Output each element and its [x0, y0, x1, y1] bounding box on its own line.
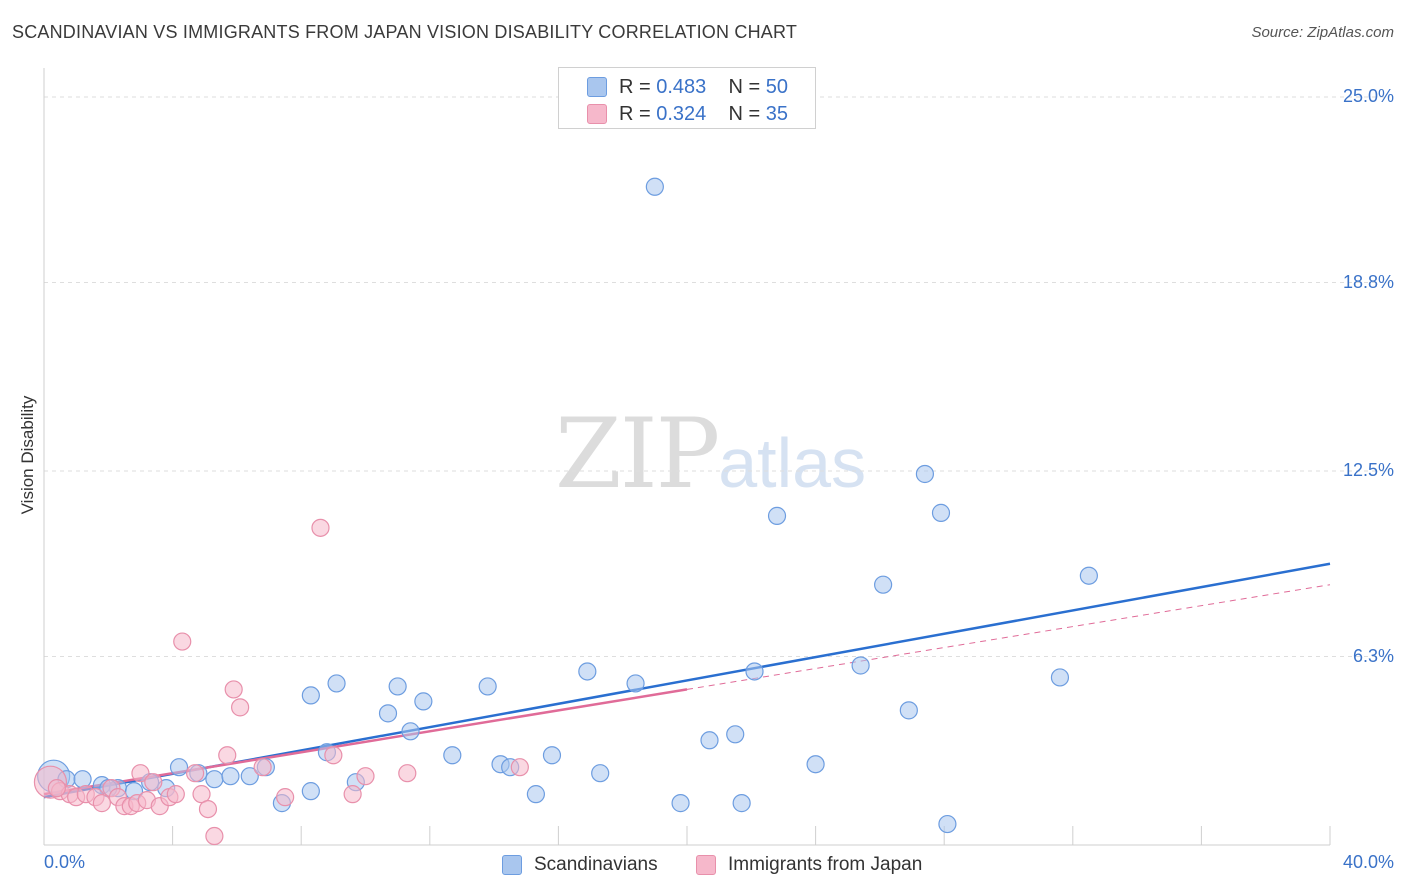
y-tick-label: 6.3% [1352, 645, 1394, 666]
japan-point [218, 746, 237, 765]
y-tick-label: 18.8% [1342, 271, 1394, 292]
scandinavians-point [414, 692, 433, 711]
scandinavians-point [1079, 566, 1098, 585]
scandinavians-point [526, 785, 545, 804]
y-axis-title: Vision Disability [18, 395, 37, 515]
scandinavians-point [221, 767, 240, 786]
japan-point [47, 779, 66, 798]
scandinavians-point [478, 677, 497, 696]
swatch-scandinavians [587, 77, 607, 97]
scandinavians-point [915, 464, 935, 484]
r-label: R = [619, 76, 651, 98]
scandinavians-point [73, 770, 92, 789]
chart-title: SCANDINAVIAN VS IMMIGRANTS FROM JAPAN VI… [12, 22, 798, 42]
japan-point [224, 680, 243, 699]
points-layer [33, 177, 1098, 846]
n-value: 35 [765, 103, 789, 125]
scandinavians-point [645, 177, 664, 196]
japan-point [198, 799, 218, 819]
y-tick-label: 25.0% [1342, 86, 1394, 106]
legend-label: Immigrants from Japan [728, 854, 923, 875]
r-value: 0.483 [656, 76, 707, 98]
source-label: Source: ZipAtlas.com [1251, 24, 1394, 41]
scandinavians-point [205, 770, 224, 789]
x-tick-label-left: 0.0% [44, 852, 86, 872]
scandinavians-point [443, 746, 462, 765]
scandinavians-point [700, 731, 719, 750]
japan-trendline-extension [686, 584, 1331, 690]
japan-point [92, 794, 111, 813]
legend-item-scandinavians[interactable]: Scandinavians [502, 852, 658, 878]
y-tick-label: 12.5% [1342, 460, 1394, 480]
scandinavians-point [401, 722, 420, 741]
japan-point [173, 632, 192, 651]
scandinavians-point [327, 674, 346, 693]
scandinavians-point [542, 746, 562, 765]
watermark-zip: ZIP [555, 398, 720, 510]
scandinavians-point [874, 575, 893, 594]
japan-point [131, 764, 150, 783]
japan-point [231, 698, 250, 717]
japan-point [144, 773, 163, 792]
scandinavians-point [732, 794, 751, 813]
scandinavians-point [388, 677, 407, 696]
axis-layer [43, 68, 1331, 846]
japan-point [356, 767, 375, 786]
grid-layer [44, 96, 1390, 658]
trend-layer [43, 562, 1331, 799]
japan-point [192, 785, 211, 804]
japan-point [186, 764, 205, 783]
scandinavians-point [240, 767, 259, 786]
watermark: ZIPatlas [555, 398, 866, 510]
n-value: 50 [765, 76, 789, 98]
legend-label: Scandinavians [534, 854, 658, 875]
scandinavians-point [767, 506, 787, 525]
japan-point [311, 518, 330, 537]
x-tick-label-right: 40.0% [1342, 852, 1394, 872]
scandinavians-point [671, 794, 690, 813]
japan-point [343, 785, 362, 804]
scandinavians-point [378, 704, 398, 723]
scandinavians-point [301, 686, 320, 705]
r-label: R = [619, 103, 651, 125]
japan-point [398, 764, 417, 783]
n-label: N = [728, 103, 761, 125]
n-label: N = [728, 76, 761, 98]
japan-point [205, 826, 224, 846]
scandinavians-point [938, 814, 957, 834]
scandinavians-point [169, 758, 189, 777]
scandinavians-point [899, 701, 918, 720]
scandinavians-point [578, 662, 597, 681]
stats-legend: R = 0.483 N = 50 R = 0.324 N = 35 [558, 67, 816, 129]
scandinavians-point [745, 662, 764, 681]
scandinavians-point [591, 764, 610, 783]
series-legend: Scandinavians Immigrants from Japan [0, 852, 1406, 878]
scandinavians-point [851, 656, 870, 675]
japan-point [166, 785, 185, 804]
swatch-japan [587, 104, 607, 124]
scandinavians-point [301, 782, 320, 801]
scandinavians-point [726, 725, 745, 744]
scandinavians-point [931, 503, 951, 522]
legend-swatch-japan [696, 855, 716, 875]
legend-item-japan[interactable]: Immigrants from Japan [696, 852, 922, 878]
scandinavians-point [806, 755, 825, 774]
legend-swatch-scandinavians [502, 855, 522, 875]
japan-point [324, 746, 343, 765]
japan-point [276, 788, 295, 807]
watermark-atlas: atlas [718, 424, 867, 502]
scandinavians-point [626, 674, 645, 693]
japan-point [253, 758, 272, 777]
r-value: 0.324 [656, 103, 707, 125]
scandinavians-point [1050, 668, 1070, 687]
japan-point [510, 758, 529, 777]
